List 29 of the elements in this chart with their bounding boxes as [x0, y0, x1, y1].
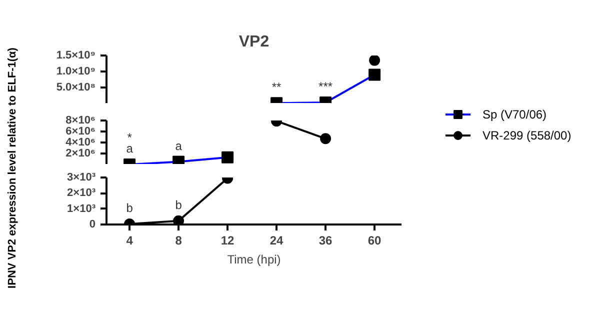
x-tick-label: 4 [126, 234, 134, 248]
legend-label: Sp (V70/06) [482, 108, 547, 122]
y-tick-label: 0 [89, 218, 96, 230]
y-tick-label: 6×10⁶ [66, 126, 96, 138]
chart-title: VP2 [238, 34, 270, 50]
annotation: b [175, 198, 182, 212]
annotation: *** [318, 80, 333, 94]
annotation: ** [272, 80, 282, 94]
y-tick-label: 4×10⁶ [66, 136, 96, 148]
y-tick-label: 8×10⁶ [66, 114, 96, 126]
y-tick-label: 5.0×10⁸ [56, 82, 96, 94]
x-tick-label: 8 [175, 234, 182, 248]
annotation: a [175, 138, 182, 153]
x-axis-title: Time (hpi) [227, 252, 281, 266]
x-tick-label: 12 [220, 234, 235, 248]
y-tick-label: 3×10³ [67, 172, 96, 184]
y-tick-label: 2×10⁶ [66, 148, 96, 160]
y-axis-title: IPNV VP2 expression level relative to ELF-1(α) [6, 47, 18, 288]
annotation: b [126, 201, 134, 216]
y-tick-label: 1×10³ [67, 202, 96, 215]
y-tick-label: 1.5×10⁹ [56, 50, 96, 62]
legend-label: VR-299 (558/00) [482, 128, 572, 142]
y-tick-label: 1.0×10⁹ [56, 66, 96, 78]
y-tick-label: 2×10³ [67, 187, 96, 200]
x-tick-label: 24 [270, 234, 284, 248]
annotation: * [127, 130, 132, 144]
x-tick-label: 36 [318, 234, 333, 248]
x-tick-label: 60 [368, 234, 382, 248]
annotation: a [126, 142, 134, 156]
